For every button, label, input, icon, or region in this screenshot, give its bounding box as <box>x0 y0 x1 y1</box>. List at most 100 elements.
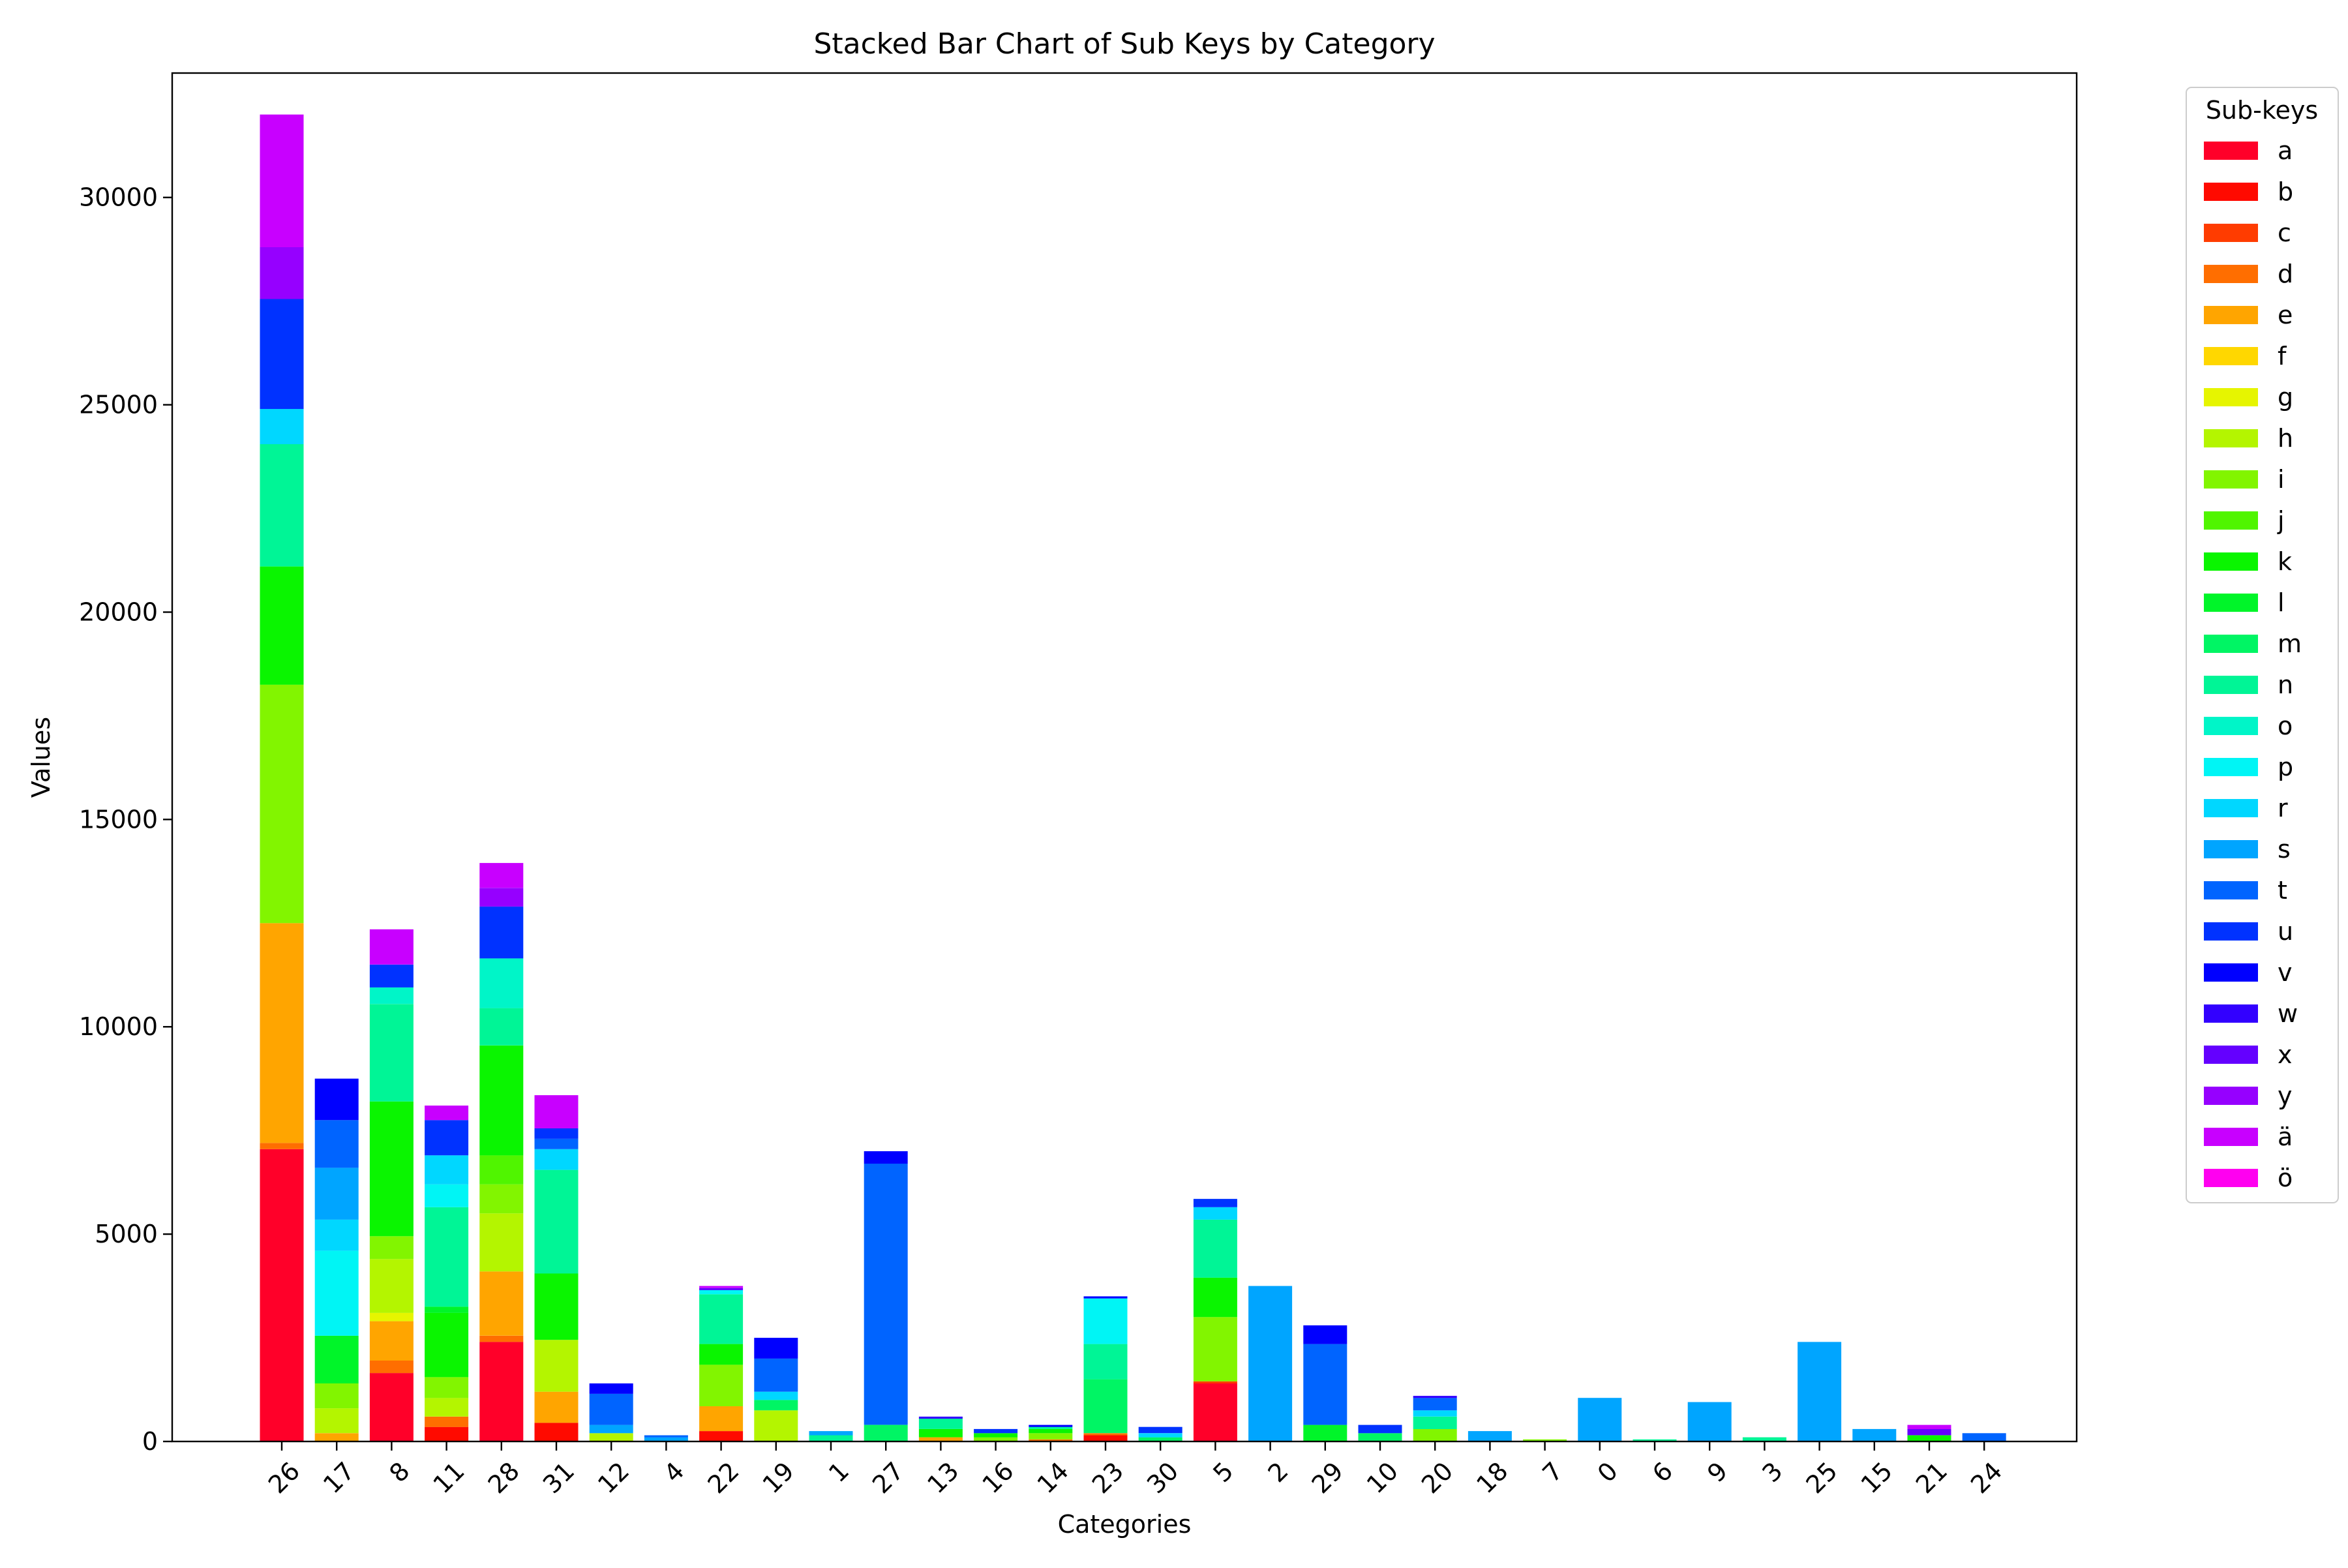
bar-segment-28-u <box>479 906 524 959</box>
bar-segment-11-p <box>425 1184 469 1207</box>
bar-segment-4-t <box>644 1435 688 1438</box>
bar-segment-8-n <box>369 1004 414 1102</box>
bar-segment-31-u <box>534 1128 579 1139</box>
bar-segment-23-b <box>1083 1435 1128 1441</box>
bar-segment-8-h <box>369 1259 414 1313</box>
bar-segment-5-a <box>1193 1383 1237 1441</box>
bar-segment-19-m <box>754 1400 798 1411</box>
bar-segment-11-n <box>425 1207 469 1307</box>
bar-segment-17-l <box>314 1335 359 1383</box>
bar-segment-21-x <box>1907 1428 1951 1436</box>
bar-segment-9-s <box>1687 1402 1732 1441</box>
bar-segment-1-s <box>809 1431 853 1436</box>
bar-segment-12-s <box>589 1425 633 1434</box>
bar-segment-30-u <box>1138 1426 1182 1434</box>
legend-swatch-l <box>2204 594 2258 612</box>
x-tick-label: 1 <box>823 1456 854 1488</box>
bar-segment-26-n <box>260 444 304 567</box>
legend-swatch-f <box>2204 347 2258 365</box>
bar-segment-14-n <box>1029 1426 1073 1429</box>
y-tick-label: 30000 <box>79 183 158 212</box>
legend-label-j: j <box>2277 506 2285 535</box>
bar-segment-21-k <box>1907 1435 1951 1441</box>
bar-segment-28-y <box>479 888 524 907</box>
bar-segment-2-s <box>1248 1286 1293 1441</box>
x-tick-label: 0 <box>1592 1456 1623 1488</box>
x-tick-label: 4 <box>658 1456 689 1488</box>
bar-segment-14-k <box>1029 1428 1073 1434</box>
bar-segment-26-i <box>260 684 304 924</box>
y-tick-label: 25000 <box>79 391 158 419</box>
legend-label-m: m <box>2278 629 2302 658</box>
legend-swatch-a <box>2204 142 2258 160</box>
bar-segment-22-b <box>699 1431 744 1441</box>
bar-segment-12-t <box>589 1393 633 1425</box>
bar-segment-28-k <box>479 1045 524 1156</box>
bar-segment-17-e <box>314 1433 359 1441</box>
bar-segment-27-v <box>864 1151 908 1164</box>
x-tick-label: 25 <box>1800 1456 1843 1499</box>
legend-label-y: y <box>2278 1081 2293 1110</box>
bar-segment-18-s <box>1468 1431 1512 1441</box>
bar-segment-3-n <box>1742 1437 1786 1441</box>
legend-label-b: b <box>2278 177 2293 206</box>
x-tick-label: 26 <box>263 1456 305 1499</box>
bar-segment-17-p <box>314 1250 359 1336</box>
bar-segment-26-y <box>260 247 304 299</box>
legend-label-i: i <box>2278 465 2285 494</box>
legend-label-d: d <box>2278 260 2293 288</box>
legend-label-e: e <box>2278 301 2293 329</box>
bar-segment-28-i <box>479 1184 524 1214</box>
y-tick-label: 10000 <box>79 1012 158 1041</box>
bar-segment-14-v <box>1029 1425 1073 1427</box>
bar-segment-17-r <box>314 1219 359 1251</box>
legend-swatch-o <box>2204 717 2258 735</box>
bar-segment-19-r <box>754 1391 798 1400</box>
bar-segment-7-i <box>1523 1439 1567 1441</box>
legend-label-ö: ö <box>2278 1164 2293 1192</box>
legend-label-s: s <box>2278 835 2291 864</box>
y-tick-label: 0 <box>142 1427 158 1456</box>
bar-segment-20-n <box>1413 1416 1457 1429</box>
bar-segment-17-i <box>314 1383 359 1409</box>
legend-swatch-x <box>2204 1046 2258 1064</box>
bar-segment-26-e <box>260 923 304 1143</box>
bar-segment-17-h <box>314 1408 359 1434</box>
x-tick-label: 22 <box>702 1456 744 1499</box>
x-tick-label: 18 <box>1471 1456 1513 1499</box>
legend-label-k: k <box>2278 547 2292 576</box>
legend-swatch-n <box>2204 676 2258 694</box>
bar-segment-5-i <box>1193 1317 1237 1381</box>
bar-segment-28-ä <box>479 863 524 888</box>
legend-label-f: f <box>2278 342 2287 370</box>
legend-label-l: l <box>2278 588 2285 617</box>
bar-segment-8-d <box>369 1361 414 1374</box>
legend-swatch-s <box>2204 840 2258 858</box>
legend-label-u: u <box>2278 917 2293 946</box>
x-tick-label: 14 <box>1032 1456 1074 1499</box>
bar-segment-26-a <box>260 1149 304 1441</box>
legend-swatch-v <box>2204 963 2258 982</box>
y-axis: 0 5000 10000 15000 20000 25000 30000 <box>79 183 172 1456</box>
x-tick-label: 28 <box>483 1456 525 1499</box>
legend-label-h: h <box>2278 424 2293 453</box>
bar-segment-20-w <box>1413 1396 1457 1398</box>
bar-segment-8-i <box>369 1236 414 1259</box>
legend-swatch-y <box>2204 1087 2258 1105</box>
bar-segment-15-s <box>1852 1428 1897 1441</box>
bar-segment-22-n <box>699 1294 744 1344</box>
bar-segment-11-h <box>425 1398 469 1417</box>
legend-swatch-j <box>2204 511 2258 530</box>
bar-segment-8-ä <box>369 929 414 965</box>
bar-segment-12-v <box>589 1383 633 1394</box>
bars-layer <box>260 114 2006 1441</box>
bar-segment-11-r <box>425 1155 469 1184</box>
legend-label-v: v <box>2278 958 2293 987</box>
bar-segment-30-m <box>1138 1437 1182 1441</box>
bar-segment-13-e <box>918 1437 963 1441</box>
legend-swatch-t <box>2204 881 2258 899</box>
bar-segment-23-v <box>1083 1296 1128 1299</box>
bar-segment-25-s <box>1798 1342 1842 1441</box>
bar-segment-22-p <box>699 1289 744 1295</box>
